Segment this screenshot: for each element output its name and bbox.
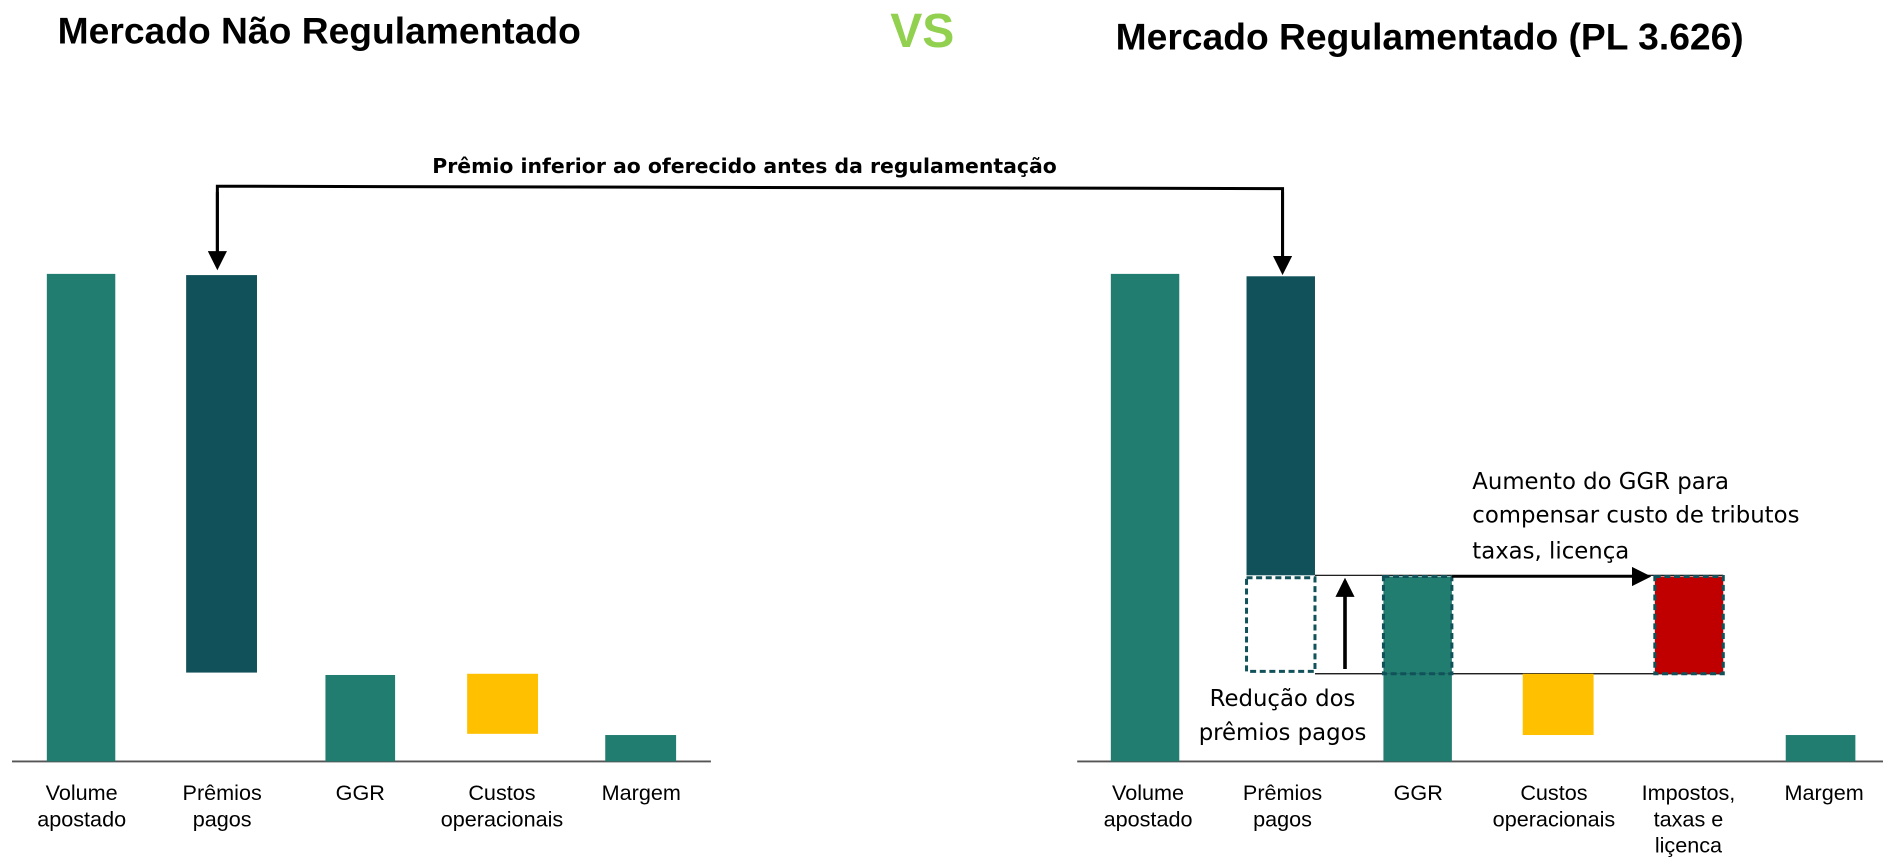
bar: [1785, 735, 1856, 762]
bracket: [215, 184, 1285, 272]
reduction-annotation: prêmios pagos: [1199, 720, 1367, 746]
dashed-box: [1381, 575, 1454, 676]
dashed-box: [1245, 576, 1317, 673]
ggr-annotation: Aumento do GGR para: [1472, 469, 1729, 495]
category-label: Margem: [602, 780, 681, 805]
category-label: apostado: [1104, 806, 1193, 831]
vs: VS: [890, 5, 954, 58]
bar: [467, 673, 538, 734]
dashed-box: [1653, 575, 1725, 676]
category-label: taxas e: [1654, 806, 1724, 831]
category-label: apostado: [37, 806, 126, 831]
category-label: GGR: [1394, 780, 1443, 805]
bar: [1522, 673, 1594, 736]
ggr-annotation: taxas, licença: [1472, 538, 1629, 564]
category-label: Prêmios: [183, 780, 262, 805]
category-label: pagos: [1253, 806, 1312, 831]
category-label: operacionais: [1493, 806, 1616, 831]
ggr-annotation: compensar custo de tributos: [1472, 502, 1799, 528]
left-title: Mercado Não Regulamentado: [58, 9, 581, 51]
bar: [1383, 673, 1452, 762]
bar: [1110, 273, 1180, 762]
category-label: operacionais: [441, 806, 564, 831]
bar: [605, 735, 677, 762]
category-label: Margem: [1785, 780, 1864, 805]
top-annotation: Prêmio inferior ao oferecido antes da re…: [432, 154, 1057, 178]
reduction-annotation: Redução dos: [1210, 686, 1356, 712]
bar: [186, 275, 257, 673]
category-label: Volume: [46, 780, 118, 805]
category-label: liçenca: [1655, 833, 1723, 858]
category-label: Custos: [468, 780, 535, 805]
bar: [1246, 276, 1315, 576]
category-label: pagos: [193, 806, 252, 831]
bar: [46, 273, 116, 762]
category-label: Prêmios: [1243, 780, 1322, 805]
bar: [325, 674, 396, 762]
category-label: Volume: [1112, 780, 1184, 805]
category-label: Custos: [1520, 780, 1587, 805]
right-title: Mercado Regulamentado (PL 3.626): [1116, 15, 1744, 57]
category-label: GGR: [336, 780, 385, 805]
category-label: Impostos,: [1642, 780, 1736, 805]
